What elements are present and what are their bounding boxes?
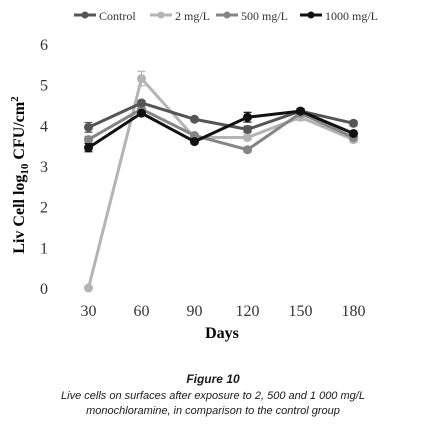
legend-item: 500 mg/L <box>216 9 288 23</box>
series-1000-mg-l <box>84 106 358 153</box>
x-axis-title: Days <box>205 325 239 342</box>
x-tick-label: 180 <box>342 303 366 320</box>
y-tick-label: 1 <box>40 240 48 257</box>
data-point <box>190 137 199 147</box>
x-tick-label: 90 <box>187 303 203 320</box>
y-axis-title-tail: CFU/cm <box>11 101 28 163</box>
data-point <box>296 106 305 116</box>
legend-swatch-marker <box>81 11 89 19</box>
y-axis-title: Liv Cell log10 CFU/cm2 <box>9 96 31 254</box>
data-point <box>84 135 93 145</box>
y-tick-label: 4 <box>40 118 48 135</box>
data-point <box>84 143 93 153</box>
series-2-mg-l <box>84 70 358 293</box>
legend-label: 2 mg/L <box>175 9 210 23</box>
data-point <box>137 74 146 84</box>
legend-swatch-marker <box>223 11 231 19</box>
legend-swatch-marker <box>307 11 315 19</box>
legend-label: 500 mg/L <box>241 9 288 23</box>
figure-caption-title: Figure 10 <box>186 372 240 386</box>
series-line <box>87 101 354 131</box>
data-point <box>190 114 199 124</box>
legend-item: Control <box>74 9 136 23</box>
y-tick-label: 0 <box>40 281 48 298</box>
x-tick-label: 60 <box>134 303 150 320</box>
data-point <box>243 112 252 122</box>
y-tick-label: 5 <box>40 78 48 95</box>
figure-caption-text: Live cells on surfaces after exposure to… <box>61 390 365 417</box>
x-tick-label: 150 <box>289 303 313 320</box>
line-chart: Control 2 mg/L 500 mg/L 1000 mg/L 0 1 2 3 4 5 6 3… <box>9 9 378 342</box>
y-tick-label: 6 <box>40 37 48 54</box>
legend-label: Control <box>99 9 136 23</box>
x-tick-label: 30 <box>81 303 97 320</box>
series-layer <box>84 70 358 293</box>
y-tick-label: 3 <box>40 159 48 176</box>
data-point <box>84 122 93 132</box>
x-tick-label: 120 <box>236 303 260 320</box>
data-point <box>243 124 252 134</box>
data-point <box>84 283 93 293</box>
series-control <box>84 98 358 134</box>
y-axis-ticks: 0 1 2 3 4 5 6 <box>40 37 48 298</box>
data-point <box>349 118 358 128</box>
data-point <box>137 98 146 108</box>
data-point <box>349 128 358 138</box>
data-point <box>243 133 252 143</box>
y-axis-title-main: Liv Cell log <box>11 175 28 254</box>
series-line <box>87 109 355 149</box>
data-point <box>137 108 146 118</box>
series-line <box>87 107 355 152</box>
chart-legend: Control 2 mg/L 500 mg/L 1000 mg/L <box>74 9 378 23</box>
legend-label: 1000 mg/L <box>325 9 378 23</box>
legend-swatch-marker <box>157 11 165 19</box>
legend-item: 1000 mg/L <box>300 9 378 23</box>
x-axis-ticks: 30 60 90 120 150 180 <box>81 303 366 320</box>
y-axis-title-superscript: 2 <box>9 96 21 102</box>
legend-item: 2 mg/L <box>150 9 210 23</box>
y-tick-label: 2 <box>40 200 48 217</box>
y-axis-title-subscript: 10 <box>19 163 31 175</box>
data-point <box>243 145 252 155</box>
